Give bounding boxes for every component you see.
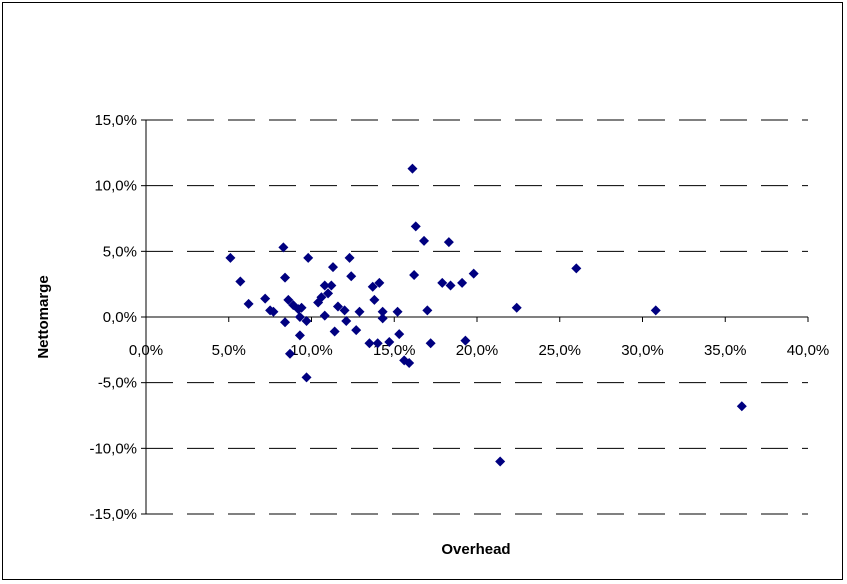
data-point (495, 456, 506, 467)
y-tick-label: 0,0% (103, 309, 137, 326)
data-point (468, 268, 479, 279)
data-point (283, 294, 294, 305)
data-point (225, 252, 236, 263)
y-tick-label: -15,0% (89, 506, 137, 523)
data-point (392, 306, 403, 317)
data-point (377, 306, 388, 317)
data-point (457, 277, 468, 288)
data-point (736, 401, 747, 412)
data-point (323, 288, 334, 299)
data-point (404, 357, 415, 368)
data-points (225, 163, 747, 467)
data-point (278, 242, 289, 253)
data-point (409, 269, 420, 280)
data-point (339, 305, 350, 316)
data-point (384, 336, 395, 347)
data-point (367, 281, 378, 292)
y-tick-label: -10,0% (89, 440, 137, 457)
y-tick-label: 10,0% (94, 178, 137, 195)
data-point (372, 338, 383, 349)
data-point (425, 338, 436, 349)
y-axis-title: Nettomarge (35, 275, 52, 358)
x-tick-label: 40,0% (787, 342, 830, 359)
x-tick-label: 25,0% (538, 342, 581, 359)
data-point (268, 306, 279, 317)
x-tick-label: 15,0% (373, 342, 416, 359)
gridlines (146, 119, 808, 515)
data-point (341, 315, 352, 326)
data-point (328, 262, 339, 273)
data-point (346, 271, 357, 282)
y-tick-label: 5,0% (103, 243, 137, 260)
x-tick-label: 0,0% (129, 342, 163, 359)
x-tick-label: 5,0% (212, 342, 246, 359)
data-point (294, 330, 305, 341)
data-point (410, 221, 421, 232)
data-point (437, 277, 448, 288)
data-point (354, 306, 365, 317)
data-point (571, 263, 582, 274)
data-point (650, 305, 661, 316)
x-tick-label: 30,0% (621, 342, 664, 359)
data-point (419, 235, 430, 246)
data-point (377, 313, 388, 324)
data-point (326, 280, 337, 291)
y-tick-label: -5,0% (98, 375, 137, 392)
data-point (284, 348, 295, 359)
x-tick-label: 20,0% (456, 342, 499, 359)
data-point (319, 280, 330, 291)
x-tick-labels: 0,0% 5,0% 10,0% 15,0% 20,0% 25,0% 30,0% 35,0% 40… (129, 317, 829, 359)
data-point (443, 237, 454, 248)
x-tick-label: 35,0% (704, 342, 747, 359)
data-point (301, 315, 312, 326)
y-tick-label: 15,0% (94, 112, 137, 129)
data-point (364, 338, 375, 349)
data-point (344, 252, 355, 263)
data-point (294, 312, 305, 322)
data-point (422, 305, 433, 316)
data-point (235, 276, 246, 287)
data-point (511, 302, 522, 313)
data-point (369, 294, 380, 305)
data-point (296, 302, 307, 313)
y-tick-labels: 15,0% 10,0% 5,0% 0,0% -5,0% -10,0% -15,0% (89, 112, 146, 523)
data-point (445, 280, 456, 291)
data-point (260, 293, 271, 304)
data-point (394, 329, 405, 340)
data-point (303, 252, 314, 263)
data-point (319, 310, 330, 321)
data-point (280, 272, 291, 283)
x-axis-title: Overhead (441, 541, 510, 558)
data-point (280, 317, 291, 328)
data-point (332, 301, 343, 312)
data-point (351, 325, 362, 336)
data-point (316, 292, 327, 303)
data-point (407, 163, 418, 174)
data-point (329, 326, 340, 337)
data-point (374, 277, 385, 288)
data-point (243, 298, 254, 309)
x-tick-label: 10,0% (290, 342, 333, 359)
data-point (301, 372, 312, 383)
data-point (460, 335, 471, 346)
